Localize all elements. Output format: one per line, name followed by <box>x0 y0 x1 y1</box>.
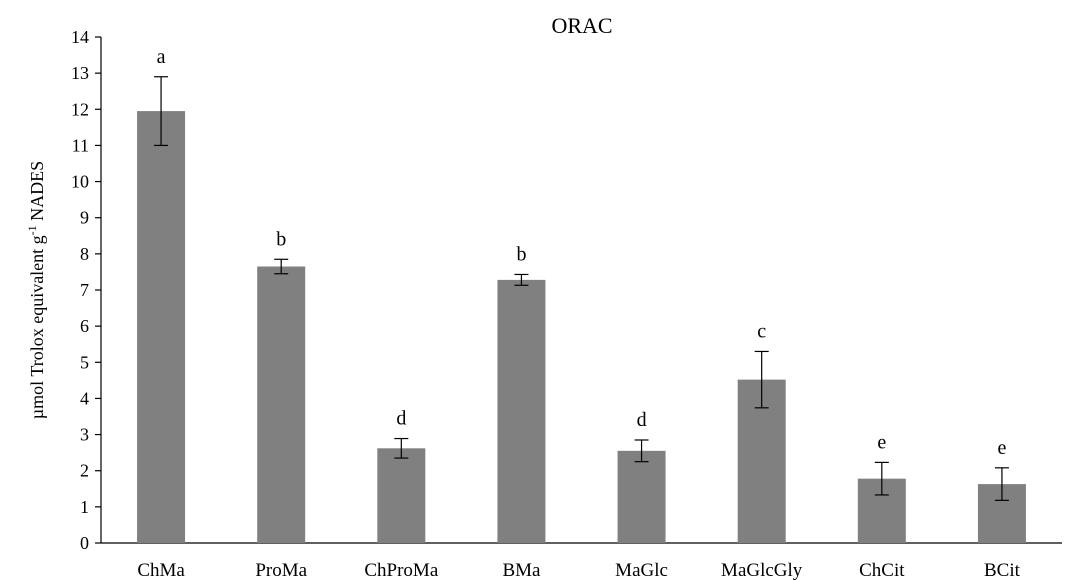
y-axis-label-sup: -1 <box>25 225 39 235</box>
y-tick-label: 4 <box>80 388 89 408</box>
x-category-label: ChMa <box>137 560 185 581</box>
y-tick-label: 9 <box>80 208 89 228</box>
significance-label: e <box>877 431 886 453</box>
bar-chproma <box>377 448 426 543</box>
bar-maglc <box>617 450 666 543</box>
y-tick-label: 8 <box>80 244 89 264</box>
y-axis-label: µmol Trolox equivalent g-1 NADES <box>25 161 47 419</box>
y-tick-label: 0 <box>80 533 89 553</box>
y-tick-label: 2 <box>80 461 89 481</box>
x-category-label: BCit <box>984 560 1021 581</box>
y-tick-label: 5 <box>80 352 89 372</box>
error-bar-bma <box>514 273 529 286</box>
bar-chma <box>137 111 186 543</box>
y-tick-label: 12 <box>71 99 89 119</box>
chart-title: ORAC <box>551 13 612 38</box>
x-category-label: BMa <box>502 560 541 581</box>
y-tick-label: 3 <box>80 425 89 445</box>
y-tick-label: 14 <box>71 27 89 47</box>
significance-label: a <box>157 46 166 68</box>
y-tick-label: 10 <box>71 172 89 192</box>
x-labels: ChMa ProMa ChProMa BMa MaGlc MaGlcGly ChCit BCi… <box>137 560 1020 581</box>
y-tick-label: 7 <box>80 280 89 300</box>
significance-label: b <box>276 228 286 250</box>
y-tick-label: 6 <box>80 316 89 336</box>
significance-label: e <box>997 437 1006 459</box>
error-bar-chproma <box>394 437 409 459</box>
bar-proma <box>257 266 306 543</box>
bar-bma <box>497 279 546 543</box>
x-category-label: MaGlc <box>615 560 668 581</box>
bars: a b d b d c e e <box>137 46 1026 543</box>
x-category-label: MaGlcGly <box>721 560 803 581</box>
significance-label: d <box>637 409 647 431</box>
significance-label: b <box>516 243 526 265</box>
error-bar-bcit <box>994 467 1009 501</box>
y-axis-label-tail: NADES <box>27 161 47 226</box>
x-category-label: ProMa <box>255 560 307 581</box>
x-category-label: ChCit <box>859 560 905 581</box>
significance-label: d <box>396 408 406 430</box>
error-bar-maglcgly <box>754 350 769 409</box>
error-bar-maglc <box>634 439 649 463</box>
error-bar-chma <box>154 76 169 147</box>
error-bar-chcit <box>874 461 889 496</box>
x-category-label: ChProMa <box>364 560 438 581</box>
y-tick-label: 13 <box>71 63 89 83</box>
significance-label: c <box>757 320 766 342</box>
y-tick-label: 1 <box>80 497 89 517</box>
y-tick-label: 11 <box>72 135 89 155</box>
svg-text:µmol Trolox equivalent g-1 NAD: µmol Trolox equivalent g-1 NADES <box>25 161 47 419</box>
error-bar-proma <box>274 258 289 275</box>
y-axis-label-main: µmol Trolox equivalent g <box>27 235 47 419</box>
